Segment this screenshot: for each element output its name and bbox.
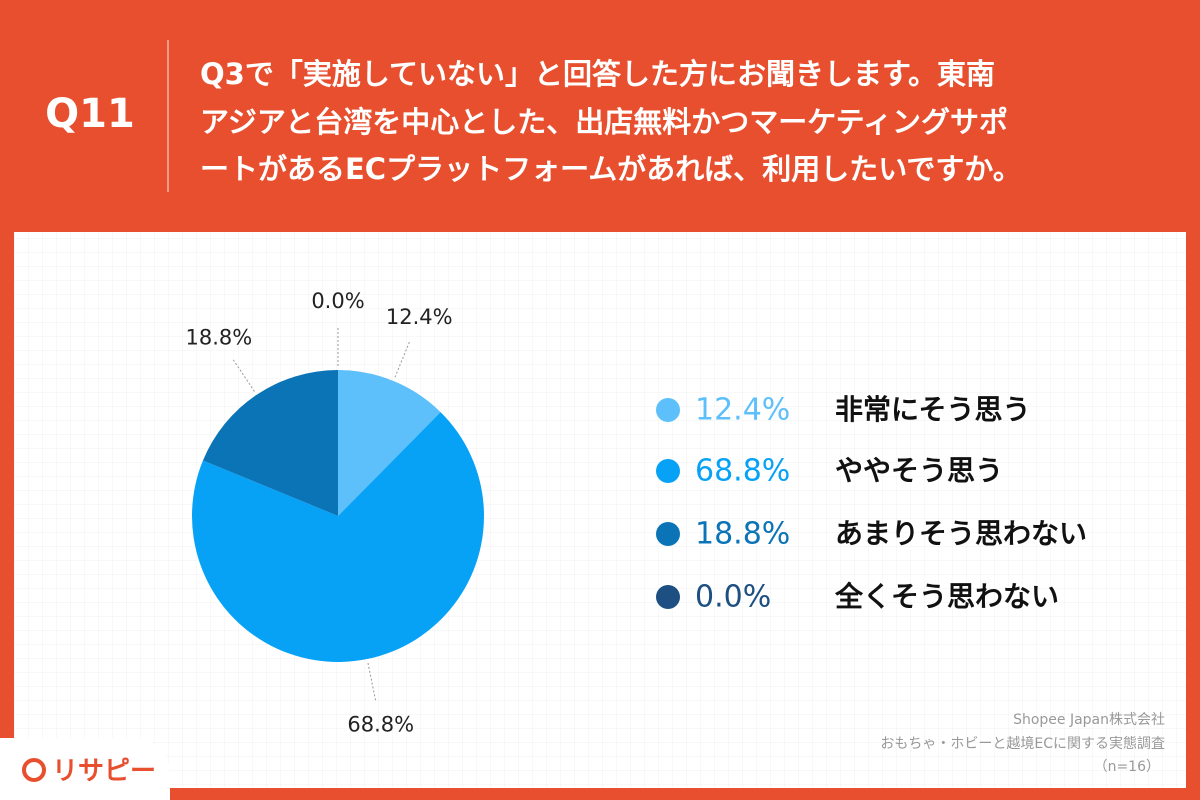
legend-value: 12.4% (695, 393, 790, 428)
pie-slice (338, 370, 441, 516)
pie-slice (191, 412, 484, 662)
legend-label: あまりそう思わない (835, 517, 1087, 550)
legend-dot (656, 585, 680, 609)
logo-icon (22, 758, 46, 782)
source-line: おもちゃ・ホビーと越境ECに関する実態調査 (880, 736, 1165, 752)
legend-value: 68.8% (695, 454, 790, 489)
legend-dot (656, 398, 680, 422)
question-line: Q3で「実施していない」と回答した方にお聞きします。東南 (200, 57, 995, 91)
source-line: （n=16） (1094, 759, 1160, 775)
question-line: アジアと台湾を中心とした、出店無料かつマーケティングサポ (200, 105, 1008, 139)
legend-dot (656, 522, 680, 546)
legend-label: 非常にそう思う (835, 393, 1030, 426)
legend-value: 0.0% (695, 580, 771, 615)
panel-grid (14, 232, 1186, 788)
question-number: Q11 (45, 91, 135, 137)
legend-label: ややそう思う (835, 454, 1003, 487)
pie-slice (202, 370, 338, 516)
slice-label: 12.4% (386, 305, 453, 329)
legend-value: 18.8% (695, 517, 790, 552)
logo-tab (0, 738, 170, 800)
slice-label: 18.8% (185, 325, 252, 349)
source-line: Shopee Japan株式会社 (1013, 712, 1165, 728)
slice-label: 68.8% (347, 713, 414, 737)
logo: リサピー (52, 757, 156, 787)
question-line: ートがあるECプラットフォームがあれば、利用したいですか。 (200, 152, 1022, 186)
slice-label: 0.0% (311, 289, 364, 313)
legend-dot (656, 459, 680, 483)
legend-label: 全くそう思わない (834, 580, 1059, 613)
